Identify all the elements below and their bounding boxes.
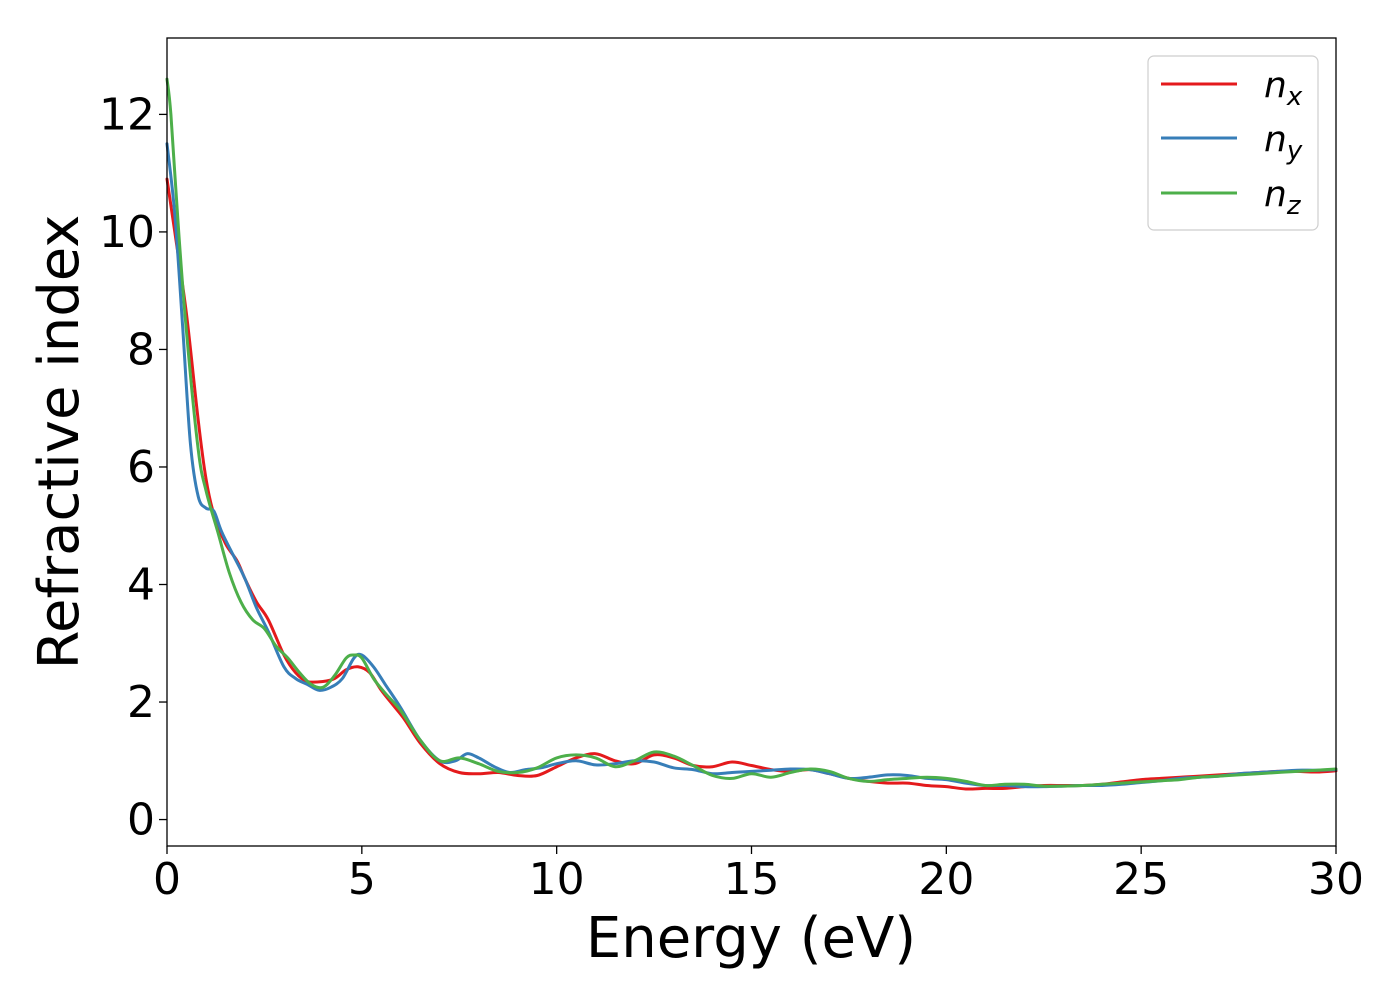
legend-entry-ny: ny <box>1161 119 1303 166</box>
series-line-nz <box>165 77 1338 788</box>
y-tick-label: 12 <box>99 89 155 140</box>
series-layer <box>165 77 1338 791</box>
legend-entry-nx: nx <box>1161 65 1303 112</box>
y-tick-label: 8 <box>127 324 155 375</box>
x-axis-ticks: 0 5 10 15 20 25 30 <box>153 846 1364 905</box>
y-tick-label: 6 <box>127 442 155 493</box>
x-tick-label: 15 <box>724 854 780 905</box>
y-tick-label: 4 <box>127 560 155 611</box>
y-tick-label: 2 <box>127 677 155 728</box>
x-tick-label: 10 <box>529 854 585 905</box>
y-tick-label: 0 <box>127 795 155 846</box>
x-axis-label: Energy (eV) <box>586 906 916 971</box>
legend-label-ny: ny <box>1264 119 1303 166</box>
legend-entry-nz: nz <box>1161 174 1302 221</box>
legend-box <box>1147 55 1319 231</box>
legend-label-nz: nz <box>1264 174 1302 221</box>
legend-label-nx: nx <box>1264 65 1303 112</box>
legend: nx ny nz <box>1147 55 1319 231</box>
y-axis-label: Refractive index <box>27 215 92 670</box>
x-tick-label: 0 <box>153 854 181 905</box>
y-tick-label: 10 <box>99 207 155 258</box>
x-tick-label: 5 <box>348 854 376 905</box>
x-tick-label: 20 <box>918 854 974 905</box>
x-tick-label: 30 <box>1308 854 1364 905</box>
y-axis-ticks: 0 2 4 6 8 10 12 <box>99 89 167 846</box>
x-tick-label: 25 <box>1113 854 1169 905</box>
